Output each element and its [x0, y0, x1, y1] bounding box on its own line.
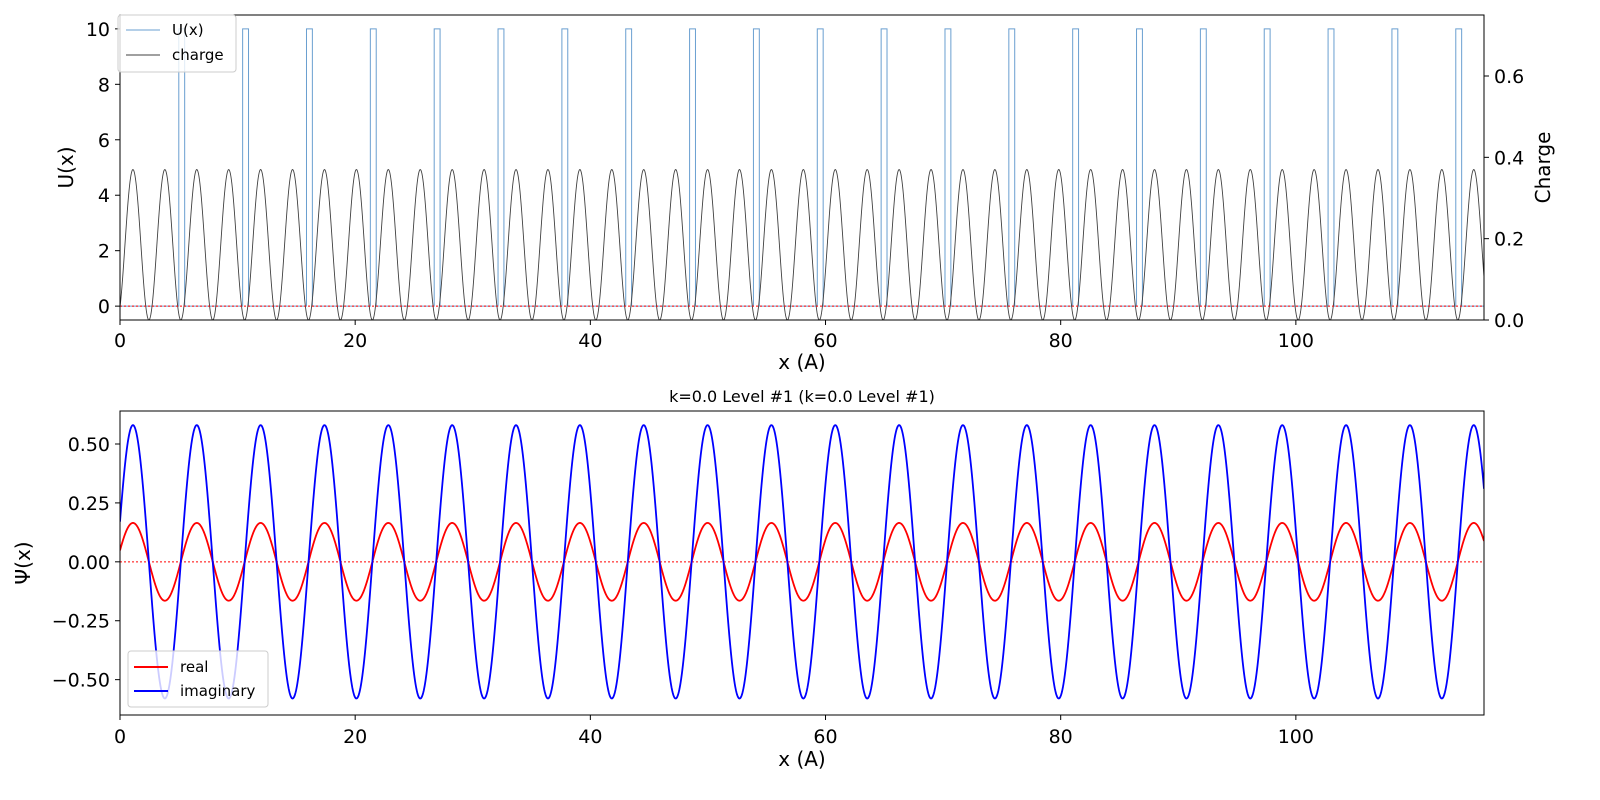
x-tick-label: 20 — [343, 726, 367, 748]
legend-label-u: U(x) — [172, 21, 204, 39]
x-tick-label: 80 — [1049, 726, 1073, 748]
y2-tick-label: 0.2 — [1494, 229, 1524, 251]
bottom-y-axis-label: Ψ(x) — [11, 541, 35, 584]
x-tick-label: 100 — [1278, 330, 1314, 352]
y-tick-label: 0.25 — [68, 493, 110, 515]
legend-label-real: real — [180, 658, 208, 676]
y-tick-label: 0 — [98, 296, 110, 318]
x-tick-label: 100 — [1278, 726, 1314, 748]
top-y2-ticks: 0.0 0.2 0.4 0.6 — [1484, 66, 1524, 332]
x-tick-label: 60 — [813, 726, 837, 748]
series-charge-line — [120, 168, 1484, 320]
bottom-x-ticks: 0 20 40 60 80 100 — [114, 715, 1314, 748]
series-u-line — [120, 28, 1484, 307]
top-x-axis-label: x (A) — [778, 350, 825, 374]
y2-tick-label: 0.4 — [1494, 147, 1524, 169]
y-tick-label: −0.50 — [52, 670, 110, 692]
x-tick-label: 80 — [1049, 330, 1073, 352]
top-legend: U(x) charge — [117, 14, 237, 73]
top-legend-box — [117, 14, 237, 73]
y-tick-label: 8 — [98, 74, 110, 96]
x-tick-label: 60 — [813, 330, 837, 352]
top-x-ticks: 0 20 40 60 80 100 — [114, 320, 1314, 352]
y-tick-label: −0.25 — [52, 611, 110, 633]
y-tick-label: 0.50 — [68, 434, 110, 456]
top-y-axis-label: U(x) — [54, 146, 78, 188]
bottom-legend-box — [127, 650, 269, 708]
top-plot-frame — [119, 14, 1485, 321]
bottom-series-layer — [120, 424, 1484, 700]
y-tick-label: 10 — [86, 19, 110, 41]
bottom-x-axis-label: x (A) — [778, 747, 825, 771]
x-tick-label: 40 — [578, 726, 602, 748]
y-tick-label: 2 — [98, 241, 110, 263]
x-tick-label: 20 — [343, 330, 367, 352]
y2-tick-label: 0.0 — [1494, 310, 1524, 332]
x-tick-label: 0 — [114, 726, 126, 748]
top-series-layer — [120, 28, 1484, 320]
top-y-ticks: 0 2 4 6 8 10 — [86, 19, 120, 318]
bottom-y-ticks: −0.50 −0.25 0.00 0.25 0.50 — [52, 434, 120, 692]
x-tick-label: 40 — [578, 330, 602, 352]
bottom-legend: real imaginary — [127, 650, 269, 708]
bottom-chart: k=0.0 Level #1 (k=0.0 Level #1) 0 20 40 60 8… — [11, 387, 1485, 771]
legend-label-charge: charge — [172, 46, 224, 64]
series-imaginary-line — [120, 424, 1484, 700]
series-real-line — [120, 522, 1484, 602]
x-tick-label: 0 — [114, 330, 126, 352]
y-tick-label: 6 — [98, 130, 110, 152]
y-tick-label: 4 — [98, 185, 110, 207]
y-tick-label: 0.00 — [68, 552, 110, 574]
bottom-chart-title: k=0.0 Level #1 (k=0.0 Level #1) — [669, 387, 935, 406]
y2-tick-label: 0.6 — [1494, 66, 1524, 88]
top-y2-axis-label: Charge — [1531, 132, 1555, 204]
bottom-plot-frame — [119, 410, 1485, 716]
legend-label-imaginary: imaginary — [180, 682, 256, 700]
